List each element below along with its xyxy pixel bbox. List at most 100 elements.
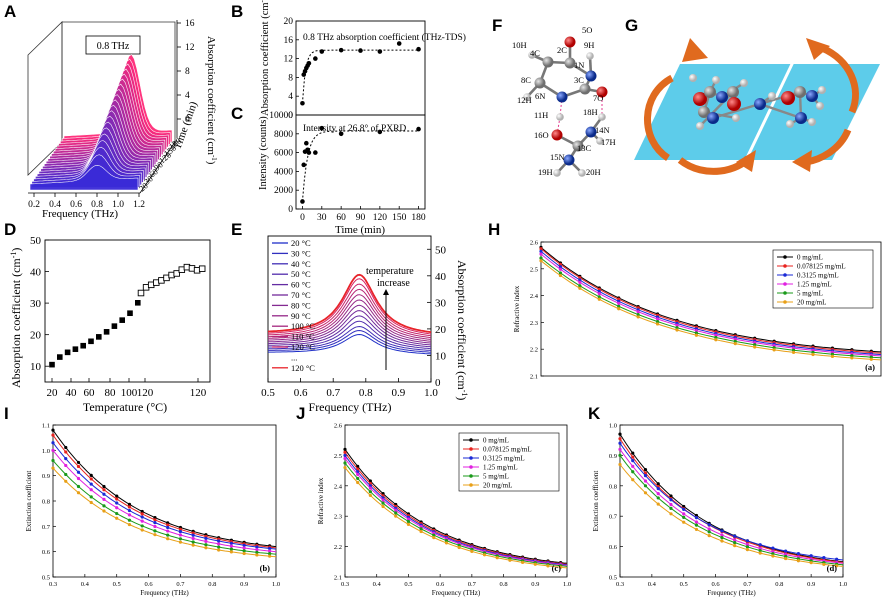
filled-square-point bbox=[80, 342, 86, 349]
atom bbox=[704, 86, 716, 98]
series-marker bbox=[191, 533, 195, 537]
series-marker bbox=[457, 545, 461, 550]
atom bbox=[816, 102, 824, 110]
y-tick-label: 10000 bbox=[269, 111, 293, 121]
panel-label-f: F bbox=[492, 16, 503, 35]
series-marker bbox=[394, 511, 398, 515]
series-marker bbox=[140, 515, 144, 519]
panel-d-ylabel-close: ) bbox=[9, 248, 23, 252]
legend-marker bbox=[469, 438, 473, 442]
series-marker bbox=[796, 559, 801, 563]
series-marker bbox=[578, 286, 582, 290]
spectrum-curve bbox=[267, 278, 432, 335]
series-marker bbox=[204, 539, 208, 543]
y-tick-label: 0.9 bbox=[42, 473, 50, 480]
series-line bbox=[540, 248, 882, 354]
series-marker bbox=[368, 493, 372, 498]
data-point bbox=[377, 49, 383, 54]
filled-square-point bbox=[64, 349, 71, 356]
atom-10h bbox=[528, 51, 536, 59]
bond bbox=[759, 102, 802, 120]
x-tick-label: 0.9 bbox=[531, 581, 539, 588]
legend-marker bbox=[783, 273, 787, 277]
y-tick-label: 2.5 bbox=[334, 453, 342, 460]
atom bbox=[806, 90, 818, 102]
y-tick-label: 20 bbox=[435, 324, 447, 336]
series-marker bbox=[636, 315, 640, 319]
atom-label: 20H bbox=[586, 167, 601, 177]
series-marker bbox=[242, 546, 246, 550]
x-tick-label: 60 bbox=[84, 387, 96, 399]
series-marker bbox=[217, 545, 221, 549]
series-marker bbox=[745, 542, 750, 547]
data-point bbox=[304, 140, 309, 146]
series-marker bbox=[771, 554, 775, 558]
spectrum-curve bbox=[268, 315, 432, 348]
series-line bbox=[52, 449, 277, 553]
panel-a-ylabel-close: ) bbox=[205, 161, 217, 165]
legend-marker bbox=[469, 483, 473, 487]
series-marker bbox=[617, 307, 621, 311]
panel-d-xlabel: Temperature (°C) bbox=[83, 400, 167, 414]
series-marker bbox=[356, 476, 360, 481]
series-marker bbox=[343, 461, 347, 465]
fit-curve bbox=[301, 130, 419, 202]
atom-label: 4C bbox=[530, 48, 540, 58]
y-tick-label: 2.1 bbox=[334, 575, 342, 582]
series-marker bbox=[822, 556, 826, 560]
atom bbox=[732, 114, 740, 122]
legend-label: 120 °C bbox=[291, 342, 315, 352]
legend-label: 70 °C bbox=[291, 290, 311, 300]
series-marker bbox=[508, 558, 512, 562]
atom bbox=[808, 118, 816, 126]
y-tick-label: 2.5 bbox=[530, 266, 538, 273]
series-marker bbox=[444, 539, 449, 543]
panel-note: (d) bbox=[827, 563, 838, 573]
series-marker bbox=[714, 338, 718, 342]
atom bbox=[696, 122, 704, 130]
panel-d-points bbox=[49, 263, 206, 368]
atom bbox=[716, 91, 728, 103]
series-marker bbox=[115, 501, 119, 505]
series-marker bbox=[89, 500, 93, 505]
x-tick-label: 80 bbox=[105, 387, 117, 399]
y-tick-label: 1.0 bbox=[609, 423, 617, 430]
atom-7o bbox=[596, 86, 608, 98]
series-marker bbox=[127, 518, 132, 522]
series-marker bbox=[381, 498, 385, 502]
y-tick-label: 2.3 bbox=[334, 514, 342, 521]
series-marker bbox=[178, 530, 183, 534]
series-marker bbox=[539, 259, 543, 263]
series-marker bbox=[656, 492, 660, 496]
panel-g-plane-split bbox=[743, 61, 795, 163]
series-marker bbox=[419, 525, 423, 529]
legend-label: 1.25 mg/mL bbox=[797, 281, 832, 289]
series-marker bbox=[539, 256, 543, 260]
panel-b-y-ticks: 0 4 8 12 16 20 bbox=[284, 17, 299, 121]
y-tick-label: 16 bbox=[284, 36, 294, 46]
panel-a-x-tick-label: 1.0 bbox=[112, 200, 124, 210]
x-tick-label: 0.9 bbox=[240, 581, 248, 588]
atom bbox=[740, 79, 748, 87]
y-tick-label: 40 bbox=[30, 267, 42, 279]
y-tick-label: 10 bbox=[435, 350, 447, 362]
series-marker bbox=[217, 542, 221, 546]
open-square-point bbox=[137, 289, 145, 297]
series-marker bbox=[191, 543, 195, 547]
series-marker bbox=[707, 530, 711, 534]
legend-label: 80 °C bbox=[291, 300, 311, 310]
series-marker bbox=[733, 540, 737, 545]
series-marker bbox=[495, 556, 499, 560]
y-tick-label: 0.5 bbox=[609, 575, 617, 582]
series-marker bbox=[694, 333, 699, 337]
atom-13c bbox=[572, 140, 584, 152]
series-marker bbox=[682, 515, 686, 519]
y-tick-label: 0.6 bbox=[42, 549, 51, 556]
y-tick-label: 2.3 bbox=[530, 320, 538, 327]
panel-e-ylabel: Absorption coefficient (cm-1) bbox=[455, 260, 469, 400]
series-marker bbox=[217, 539, 221, 543]
series-marker bbox=[631, 470, 635, 474]
series-marker bbox=[76, 470, 81, 474]
atom-label: 3C bbox=[574, 75, 584, 85]
legend-marker bbox=[783, 264, 787, 268]
